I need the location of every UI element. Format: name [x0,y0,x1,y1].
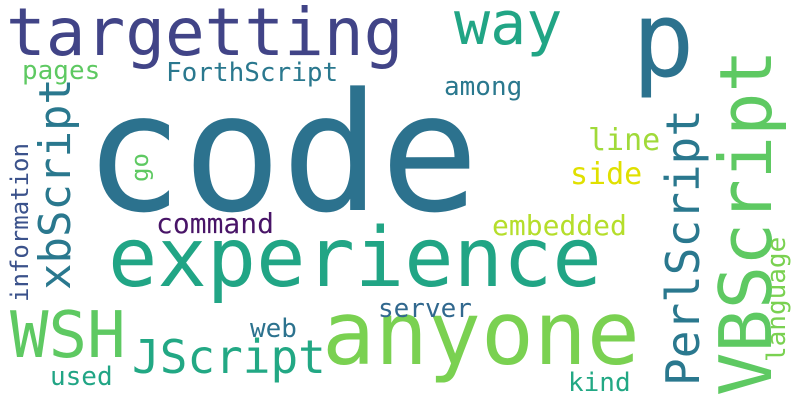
word-server: server [378,296,472,322]
word-among: among [444,74,522,100]
word-way: way [454,0,562,54]
word-information: information [8,143,32,302]
word-WSH: WSH [10,304,126,368]
word-embedded: embedded [492,212,627,240]
word-side: side [570,160,642,190]
word-ForthScript: ForthScript [166,60,338,86]
word-language: language [764,237,790,362]
word-web: web [250,316,297,342]
word-go: go [128,153,152,182]
word-anyone: anyone [322,290,640,378]
word-xbScript: xbScript [34,78,78,290]
word-kind: kind [568,370,631,396]
word-p: p [632,0,695,92]
word-command: command [156,210,274,238]
word-used: used [50,364,113,390]
word-line: line [588,126,660,156]
word-PerlScript: PerlScript [660,109,706,386]
